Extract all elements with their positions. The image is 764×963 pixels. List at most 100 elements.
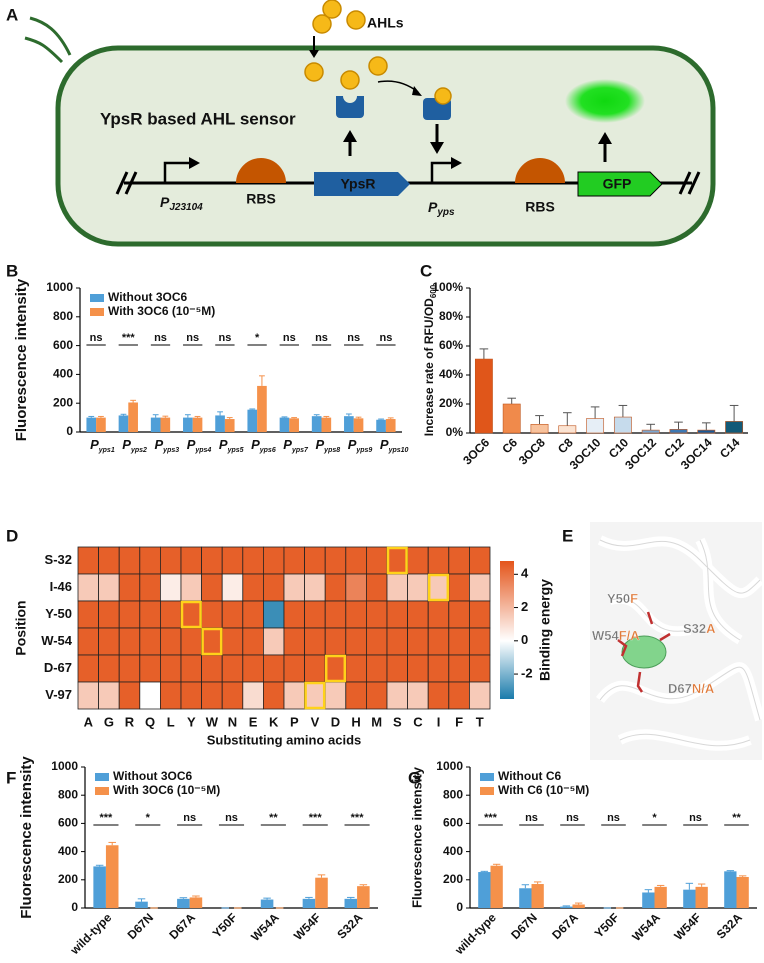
heatmap-cell	[98, 546, 120, 575]
heatmap-cell	[345, 654, 367, 683]
rbs	[236, 158, 286, 183]
y-axis-label: Position	[13, 600, 29, 655]
heatmap-cell	[262, 600, 285, 629]
bar	[177, 898, 190, 908]
heatmap-cell	[98, 681, 120, 710]
bar	[344, 898, 358, 908]
bar	[311, 416, 322, 432]
column-label: N	[228, 714, 237, 729]
heatmap-cell	[386, 681, 409, 710]
legend-swatch	[90, 308, 104, 316]
heatmap-cell	[180, 573, 203, 602]
heatmap-cell	[262, 627, 285, 656]
bar	[530, 423, 549, 434]
bar	[669, 429, 688, 434]
heatmap-cell	[201, 546, 223, 575]
arrow-head	[430, 142, 444, 154]
heatmap-cell	[98, 627, 120, 656]
heatmap-cell	[324, 627, 347, 656]
heatmap-cell	[324, 546, 347, 575]
residue-label: Y50F	[607, 591, 638, 606]
heatmap-cell	[159, 546, 182, 575]
heatmap-cell	[448, 600, 470, 629]
promoter-sub: yps	[436, 207, 455, 218]
bar	[376, 419, 386, 432]
bar	[289, 418, 299, 432]
ahl-molecules	[304, 0, 388, 90]
x-tick-label: 3OC10	[567, 435, 604, 472]
heatmap-cell	[468, 627, 491, 656]
heatmap-cell	[407, 654, 429, 683]
x-tick-sub: yps1	[98, 447, 115, 454]
heatmap-cell	[201, 681, 223, 710]
heatmap-cell	[427, 546, 450, 575]
heatmap-cell	[262, 654, 285, 683]
y-tick-label: 400	[53, 367, 73, 381]
y-axis-label: Fluorescence intensity	[18, 756, 35, 919]
x-tick-label: Pyps1	[90, 437, 115, 453]
bar	[279, 417, 290, 432]
heatmap-cell	[262, 573, 285, 602]
heatmap-cell	[221, 627, 244, 656]
x-tick-prefix: P	[90, 437, 99, 452]
bar	[357, 886, 370, 908]
x-tick-label: wild-type	[451, 910, 499, 958]
heatmap-cell	[221, 546, 244, 575]
column-label: P	[290, 714, 299, 729]
residue-label: S32A	[683, 621, 716, 636]
heatmap-cell	[386, 546, 409, 575]
heatmap-cell	[448, 546, 470, 575]
panel-label: F	[6, 768, 16, 787]
heatmap-cell	[262, 681, 285, 710]
heatmap-cell	[180, 546, 203, 575]
heatmap-cell	[283, 573, 306, 602]
heatmap-cell	[345, 600, 367, 629]
y-tick-label: 200	[58, 872, 78, 886]
rbs	[515, 158, 565, 183]
x-tick-sub: yps3	[162, 447, 179, 454]
column-label: Q	[145, 714, 155, 729]
bar	[683, 889, 696, 908]
y-tick-label: 20%	[439, 396, 463, 410]
gene-label: YpsR	[340, 176, 375, 192]
legend-label: Without 3OC6	[108, 290, 188, 304]
heatmap-cell	[283, 546, 306, 575]
heatmap-cell	[468, 573, 491, 602]
x-tick-label: 3OC12	[622, 435, 659, 472]
heatmap-cell	[139, 600, 161, 629]
y-tick-label: 1000	[51, 759, 78, 773]
promoter-main: P	[160, 194, 170, 210]
significance: ***	[351, 812, 365, 824]
column-label: V	[311, 714, 320, 729]
heatmap-cell	[159, 573, 182, 602]
x-tick-prefix: P	[219, 437, 228, 452]
significance: ns	[186, 332, 199, 344]
heatmap-cell	[324, 681, 347, 710]
x-tick-sub: yps5	[227, 447, 244, 454]
bar	[558, 425, 577, 434]
heatmap-cell	[139, 654, 161, 683]
y-tick-label: 0	[71, 900, 78, 914]
x-tick-label: 3OC8	[516, 435, 548, 467]
promoter-label: Pyps	[428, 199, 455, 218]
significance: **	[269, 812, 278, 824]
heatmap-cell	[386, 573, 409, 602]
row-label: S-32	[45, 552, 72, 567]
heatmap-cell	[304, 546, 326, 575]
heatmap-cell	[221, 600, 244, 629]
heatmap-cell	[77, 681, 100, 710]
heatmap-cell	[468, 600, 491, 629]
x-tick-label: C6	[499, 435, 520, 456]
bar	[118, 415, 129, 432]
heatmap-cell	[180, 627, 203, 656]
significance: ns	[379, 332, 392, 344]
y-tick-label: 800	[58, 787, 78, 801]
heatmap-cell	[304, 654, 326, 683]
bar	[247, 409, 258, 432]
x-tick-label: Pyps10	[380, 437, 409, 453]
heatmap-cell	[448, 573, 470, 602]
promoter-sub: J23104	[169, 202, 203, 213]
colorbar-tick-label: 2	[521, 599, 528, 614]
heatmap-cell	[283, 654, 306, 683]
heatmap-cell	[365, 627, 388, 656]
